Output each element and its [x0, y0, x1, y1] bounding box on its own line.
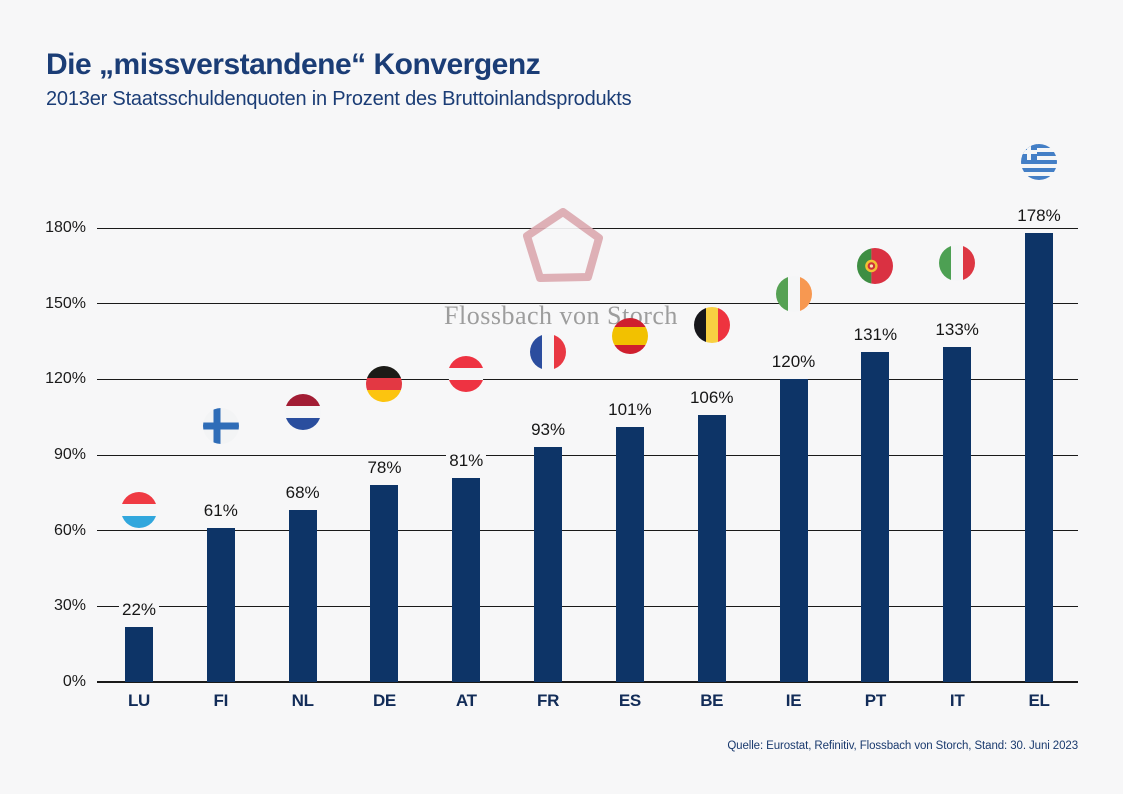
chart-subtitle: 2013er Staatsschuldenquoten in Prozent d… — [46, 88, 632, 110]
bar-value-label: 131% — [850, 323, 901, 346]
x-axis-label-nl: NL — [291, 691, 314, 710]
source-note: Quelle: Eurostat, Refinitiv, Flossbach v… — [727, 740, 1078, 752]
bar-el — [1025, 233, 1053, 682]
flossbach-pentagon-logo-icon — [523, 208, 603, 282]
x-axis-label-el: EL — [1028, 691, 1050, 710]
belgium-flag-icon — [693, 307, 730, 344]
greece-flag-icon — [1021, 144, 1057, 181]
gridline — [97, 530, 1078, 532]
luxembourg-flag-icon — [121, 492, 157, 529]
x-axis-label-es: ES — [618, 691, 641, 710]
y-axis-tick-label: 30% — [53, 597, 86, 615]
chart-title: Die „missverstandene“ Konvergenz — [46, 48, 541, 81]
x-axis-label-fr: FR — [537, 691, 560, 710]
austria-flag-icon — [448, 356, 485, 393]
y-axis-tick-label: 180% — [45, 219, 86, 236]
bar-value-label: 133% — [932, 318, 982, 341]
x-axis-label-ie: IE — [785, 691, 802, 710]
netherlands-flag-icon — [284, 394, 321, 431]
spain-flag-icon — [611, 318, 648, 355]
bar-es — [615, 427, 644, 682]
x-axis-label-fi: FI — [213, 691, 229, 710]
bar-value-label: 93% — [528, 419, 569, 442]
bar-ie — [779, 379, 808, 682]
bar-value-label: 120% — [768, 351, 819, 374]
bar-be — [697, 414, 726, 682]
x-axis-line — [97, 681, 1078, 683]
ireland-flag-icon — [775, 275, 812, 312]
x-axis-label-lu: LU — [127, 691, 151, 710]
italy-flag-icon — [939, 245, 976, 282]
bar-fr — [534, 447, 563, 682]
y-axis-tick-label: 0% — [62, 673, 86, 690]
bar-it — [943, 346, 972, 682]
bar-de — [370, 485, 399, 682]
bar-value-label: 61% — [200, 500, 241, 523]
finland-flag-icon — [202, 407, 239, 444]
bar-at — [452, 477, 481, 682]
bar-value-label: 106% — [686, 386, 737, 409]
y-axis-tick-label: 120% — [45, 370, 86, 388]
gridline — [97, 454, 1078, 456]
chart-header: Die „missverstandene“ Konvergenz 2013er … — [46, 48, 632, 111]
bar-lu — [125, 626, 153, 682]
x-axis-label-be: BE — [700, 691, 724, 710]
x-axis-label-at: AT — [455, 691, 477, 710]
bar-value-label: 81% — [446, 449, 487, 472]
gridline — [97, 378, 1078, 380]
france-flag-icon — [530, 333, 567, 370]
y-axis-tick-label: 150% — [45, 294, 86, 312]
germany-flag-icon — [366, 366, 403, 403]
bar-value-label: 101% — [605, 399, 655, 422]
x-axis-label-pt: PT — [864, 691, 886, 710]
gridline — [97, 605, 1078, 607]
bar-value-label: 68% — [282, 482, 323, 505]
bar-value-label: 178% — [1014, 205, 1064, 228]
bar-fi — [206, 528, 235, 682]
x-axis-label-de: DE — [372, 691, 396, 710]
bar-pt — [861, 351, 890, 682]
bar-value-label: 78% — [364, 457, 405, 480]
bar-nl — [288, 510, 317, 682]
y-axis-tick-label: 60% — [53, 521, 86, 539]
portugal-flag-icon — [857, 247, 894, 284]
x-axis-label-it: IT — [949, 691, 965, 710]
y-axis-tick-label: 90% — [53, 446, 86, 463]
bar-value-label: 22% — [118, 598, 160, 621]
gridline — [97, 303, 1078, 305]
